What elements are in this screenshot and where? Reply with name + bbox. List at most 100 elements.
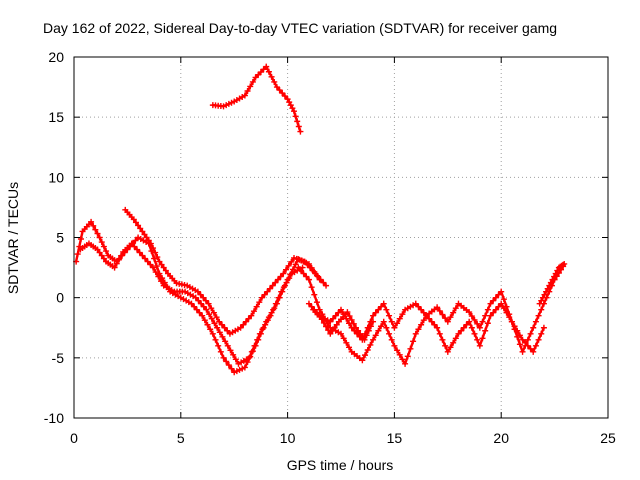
data-point bbox=[498, 288, 505, 295]
data-point bbox=[203, 306, 210, 313]
data-point bbox=[305, 300, 312, 307]
data-point bbox=[490, 309, 497, 316]
data-point bbox=[344, 309, 351, 316]
data-point bbox=[516, 341, 523, 348]
data-point bbox=[152, 269, 159, 276]
data-point bbox=[307, 264, 314, 271]
y-tick-label: 20 bbox=[48, 49, 64, 65]
data-point bbox=[272, 279, 279, 286]
data-point bbox=[224, 327, 231, 334]
data-point bbox=[476, 324, 483, 331]
y-tick-label: 0 bbox=[56, 290, 64, 306]
data-point bbox=[287, 102, 294, 109]
data-point bbox=[506, 311, 513, 318]
data-point bbox=[209, 330, 216, 337]
series-sat-h bbox=[310, 306, 377, 343]
data-point bbox=[333, 321, 340, 328]
data-point bbox=[230, 351, 237, 358]
data-point bbox=[200, 303, 207, 310]
data-point bbox=[259, 326, 266, 333]
data-point bbox=[147, 261, 154, 268]
data-point bbox=[549, 276, 556, 283]
data-point bbox=[458, 327, 465, 334]
data-point bbox=[249, 78, 256, 85]
data-point bbox=[224, 342, 231, 349]
data-point bbox=[388, 318, 395, 325]
series-sat-d bbox=[209, 63, 304, 135]
data-point bbox=[340, 335, 347, 342]
data-point bbox=[538, 306, 545, 313]
data-point bbox=[329, 315, 336, 322]
data-point bbox=[450, 309, 457, 316]
data-point bbox=[335, 309, 342, 316]
data-point bbox=[487, 312, 494, 319]
data-point bbox=[378, 303, 385, 310]
data-point bbox=[204, 321, 211, 328]
data-point bbox=[292, 261, 299, 268]
data-point bbox=[412, 300, 419, 307]
data-point bbox=[213, 314, 220, 321]
series-sat-e bbox=[295, 263, 567, 367]
data-point bbox=[450, 339, 457, 346]
data-point bbox=[289, 105, 296, 112]
data-point bbox=[160, 264, 167, 271]
series-sat-c bbox=[122, 206, 330, 337]
data-point bbox=[352, 324, 359, 331]
data-point bbox=[206, 311, 213, 318]
data-point bbox=[487, 300, 494, 307]
data-point bbox=[372, 309, 379, 316]
chart-title: Day 162 of 2022, Sidereal Day-to-day VTE… bbox=[43, 20, 557, 36]
data-point bbox=[132, 237, 139, 244]
data-point bbox=[367, 323, 374, 330]
data-point bbox=[484, 320, 491, 327]
data-point bbox=[155, 273, 162, 280]
data-point bbox=[279, 90, 286, 97]
data-point bbox=[216, 329, 223, 336]
data-point bbox=[241, 364, 248, 371]
data-point bbox=[228, 365, 235, 372]
data-point bbox=[546, 282, 553, 289]
data-point bbox=[134, 246, 141, 253]
data-point bbox=[152, 249, 159, 256]
data-point bbox=[436, 330, 443, 337]
data-point bbox=[547, 279, 554, 286]
data-point bbox=[468, 324, 475, 331]
data-point bbox=[136, 249, 143, 256]
data-point bbox=[132, 219, 139, 226]
data-point bbox=[346, 344, 353, 351]
data-point bbox=[205, 300, 212, 307]
data-point bbox=[357, 330, 364, 337]
data-point bbox=[192, 294, 199, 301]
data-point bbox=[460, 324, 467, 331]
data-point bbox=[248, 348, 255, 355]
data-point bbox=[492, 294, 499, 301]
data-point bbox=[538, 330, 545, 337]
data-point bbox=[439, 336, 446, 343]
data-point bbox=[265, 68, 272, 75]
data-point bbox=[532, 342, 539, 349]
data-point bbox=[98, 252, 105, 259]
data-point bbox=[391, 324, 398, 331]
data-point bbox=[452, 305, 459, 312]
data-point bbox=[280, 284, 287, 291]
data-point bbox=[269, 282, 276, 289]
data-point bbox=[530, 348, 537, 355]
data-point bbox=[420, 317, 427, 324]
data-point bbox=[410, 338, 417, 345]
data-point bbox=[399, 311, 406, 318]
data-point bbox=[434, 304, 441, 311]
data-point bbox=[415, 303, 422, 310]
data-point bbox=[514, 327, 521, 334]
x-tick-label: 10 bbox=[280, 430, 296, 446]
data-point bbox=[370, 318, 377, 325]
data-point bbox=[154, 254, 161, 261]
data-point bbox=[532, 318, 539, 325]
data-point bbox=[479, 318, 486, 325]
data-point bbox=[281, 93, 288, 100]
data-point bbox=[225, 362, 232, 369]
data-point bbox=[447, 314, 454, 321]
data-point bbox=[188, 300, 195, 307]
data-point bbox=[407, 345, 414, 352]
data-point bbox=[232, 356, 239, 363]
y-axis-label: SDTVAR / TECUs bbox=[5, 182, 21, 294]
